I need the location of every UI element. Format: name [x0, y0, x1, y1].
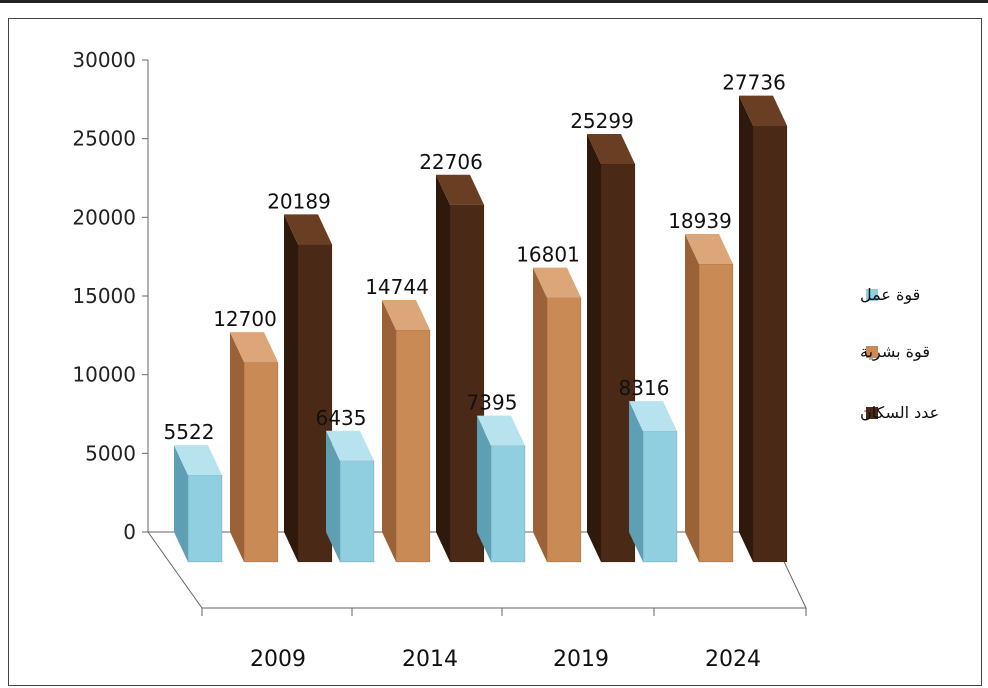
legend-label: عدد السكان — [860, 403, 939, 422]
bar — [326, 430, 375, 563]
x-category-label: 2009 — [250, 647, 306, 672]
bar — [739, 95, 788, 563]
y-tick-label: 10000 — [72, 363, 136, 387]
bar-top — [382, 300, 430, 331]
bar — [436, 174, 485, 563]
bar — [382, 300, 431, 563]
bar-front — [490, 445, 526, 563]
data-label: 8316 — [619, 376, 670, 400]
y-tick-label: 25000 — [72, 127, 136, 151]
x-category-label: 2019 — [553, 647, 609, 672]
bar-side — [436, 174, 450, 563]
x-category-label: 2014 — [402, 647, 458, 672]
bar-side — [326, 430, 340, 562]
data-label: 12700 — [213, 307, 277, 331]
y-tick-label: 15000 — [72, 284, 136, 308]
bar-front — [642, 430, 678, 563]
bar-top — [326, 430, 374, 461]
bar — [477, 415, 526, 563]
bar — [533, 267, 582, 563]
legend-label: قوة عمل — [860, 285, 920, 305]
legend-swatch — [866, 346, 878, 358]
bar — [230, 332, 279, 563]
legend-item: عدد السكان — [860, 403, 939, 422]
bar-side — [174, 445, 188, 562]
legend-label: قوة بشرية — [860, 342, 930, 362]
bar-front — [698, 263, 734, 563]
bar-top — [477, 415, 525, 446]
bar-side — [477, 415, 491, 562]
bar — [174, 445, 223, 563]
y-tick-label: 0 — [123, 520, 136, 544]
bar-front — [339, 460, 375, 563]
bar-top — [685, 234, 733, 265]
bar-front — [752, 125, 788, 563]
bar-top — [174, 445, 222, 476]
legend-swatch — [866, 289, 878, 301]
legend-item: قوة بشرية — [860, 342, 930, 362]
data-label: 16801 — [516, 243, 580, 267]
bar-front — [187, 474, 223, 563]
bar-top — [739, 95, 787, 126]
data-label: 5522 — [164, 420, 215, 444]
bar-front — [243, 361, 279, 563]
bar — [685, 234, 734, 563]
y-tick-label: 30000 — [72, 48, 136, 72]
data-label: 18939 — [668, 209, 732, 233]
bar-side — [739, 95, 753, 562]
top-rule — [0, 0, 988, 3]
bar-side — [284, 214, 298, 562]
bar-side — [382, 300, 396, 562]
y-tick-label: 20000 — [72, 205, 136, 229]
data-label: 6435 — [316, 406, 367, 430]
bar-top — [587, 133, 635, 164]
bar-top — [284, 214, 332, 245]
bar-top — [436, 174, 484, 205]
bar — [629, 401, 678, 563]
bar-side — [230, 332, 244, 562]
data-label: 20189 — [267, 189, 331, 213]
bar-top — [629, 401, 677, 432]
bar-side — [629, 401, 643, 562]
data-label: 7395 — [467, 391, 518, 415]
data-label: 14744 — [365, 275, 429, 299]
legend-item: قوة عمل — [860, 285, 920, 305]
bar — [587, 133, 636, 563]
x-category-label: 2024 — [705, 647, 761, 672]
data-label: 25299 — [570, 109, 634, 133]
bar-front — [395, 329, 431, 563]
bar-front — [546, 297, 582, 563]
bar-side — [533, 267, 547, 562]
bar-top — [230, 332, 278, 363]
bar-side — [587, 133, 601, 562]
data-label: 27736 — [722, 71, 786, 95]
bar-top — [533, 267, 581, 298]
y-tick-label: 5000 — [85, 441, 136, 465]
bar — [284, 214, 333, 563]
legend-swatch — [866, 407, 878, 419]
bar-side — [685, 234, 699, 562]
data-label: 22706 — [419, 150, 483, 174]
